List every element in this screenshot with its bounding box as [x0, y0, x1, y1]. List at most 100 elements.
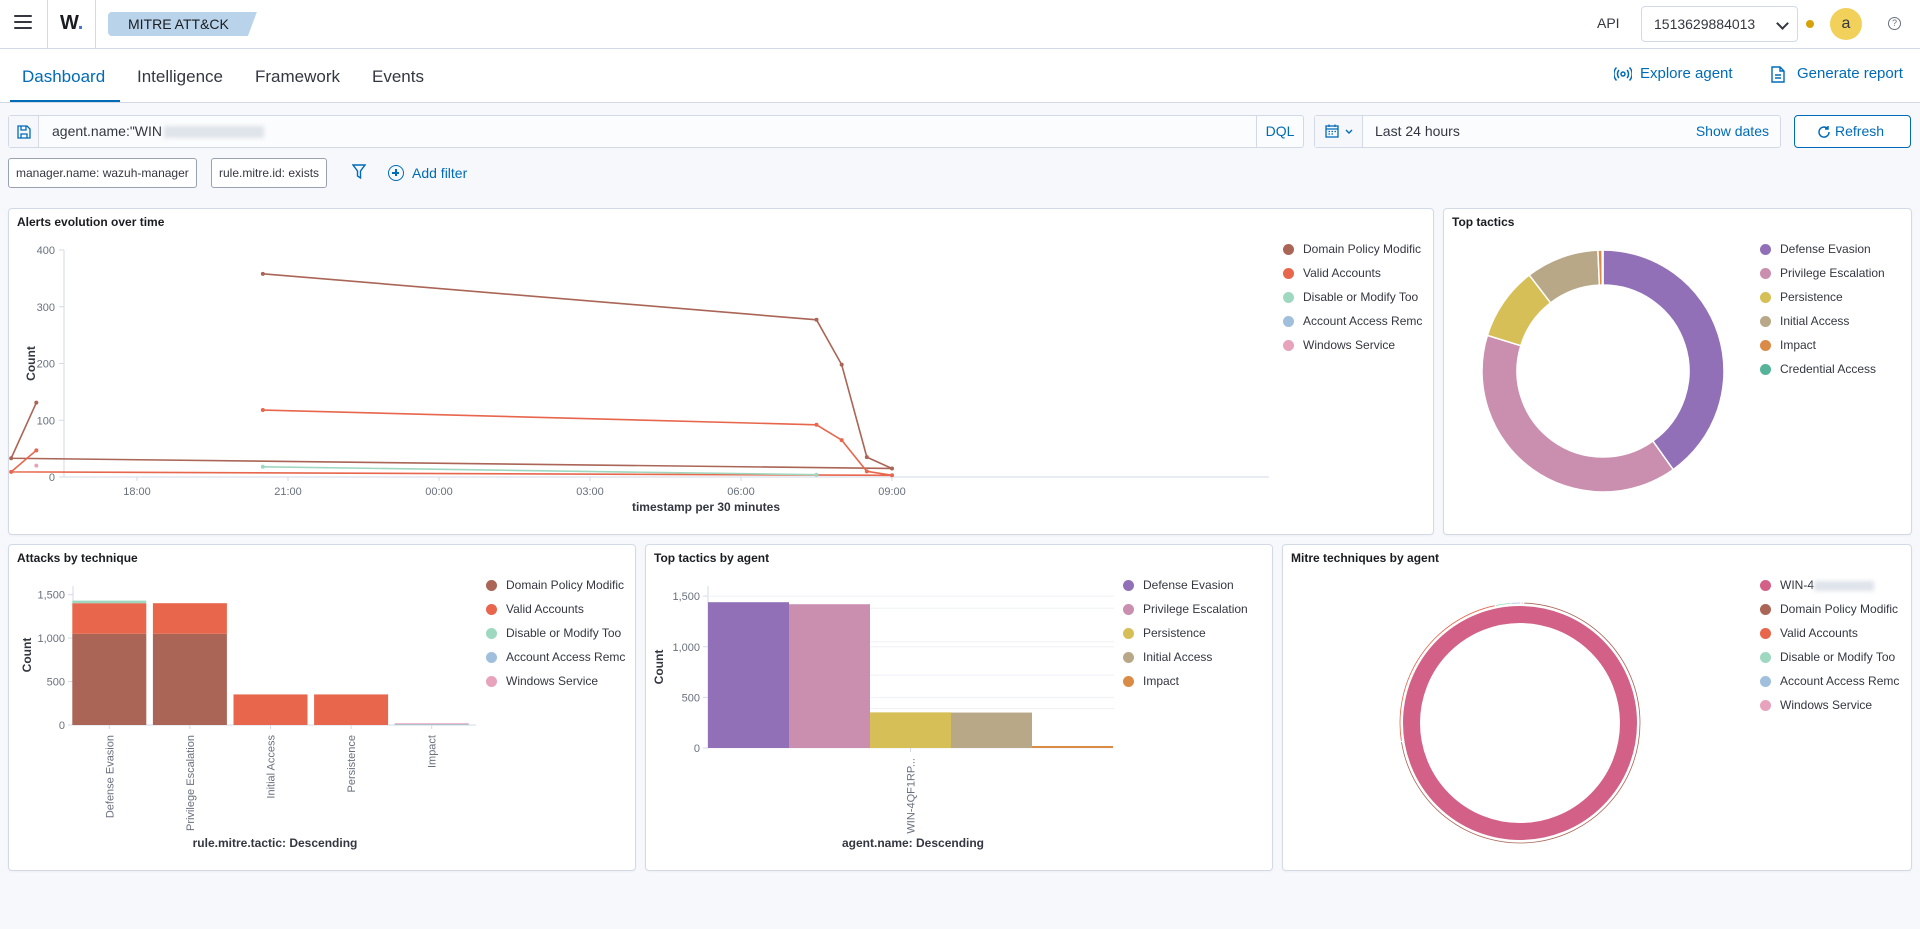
legend-item[interactable]: Credential Access	[1760, 362, 1910, 386]
legend-item[interactable]: WIN-4	[1760, 578, 1910, 602]
donut-slice	[1602, 249, 1725, 471]
data-point	[839, 362, 844, 367]
search-bar[interactable]: agent.name:"WIN DQL	[8, 115, 1304, 148]
user-avatar[interactable]: a	[1830, 8, 1862, 40]
menu-icon[interactable]	[14, 15, 32, 29]
legend-item[interactable]: Account Access Remc	[486, 650, 636, 674]
legend-item[interactable]: Valid Accounts	[486, 602, 636, 626]
time-range-label[interactable]: Last 24 hours	[1375, 123, 1460, 139]
legend-item[interactable]: Initial Access	[1760, 314, 1910, 338]
tab-intelligence[interactable]: Intelligence	[137, 67, 224, 86]
header-divider	[95, 0, 96, 49]
inner-ring-slice	[1403, 606, 1637, 840]
data-point	[34, 448, 39, 453]
data-point	[34, 463, 39, 468]
legend-item[interactable]: Disable or Modify Too	[1283, 290, 1433, 314]
technique-slice	[1520, 601, 1525, 605]
legend-item[interactable]: Account Access Remc	[1760, 674, 1910, 698]
app-title-breadcrumb[interactable]: MITRE ATT&CK	[108, 12, 257, 36]
legend-label: Valid Accounts	[506, 602, 584, 616]
y-tick-label: 0	[694, 743, 700, 755]
x-axis-title: timestamp per 30 minutes	[632, 500, 780, 514]
legend-item[interactable]: Disable or Modify Too	[1760, 650, 1910, 674]
legend-item[interactable]: Defense Evasion	[1760, 242, 1910, 266]
legend-label: Credential Access	[1780, 362, 1877, 376]
legend-item[interactable]: Defense Evasion	[1123, 578, 1273, 602]
legend-item[interactable]: Initial Access	[1123, 650, 1273, 674]
legend-item[interactable]: Disable or Modify Too	[486, 626, 636, 650]
legend-label: Valid Accounts	[1303, 266, 1381, 280]
legend-item[interactable]: Impact	[1760, 338, 1910, 362]
legend-swatch	[1123, 676, 1134, 687]
data-point	[814, 317, 819, 322]
dql-toggle[interactable]: DQL	[1256, 116, 1303, 147]
legend-item[interactable]: Domain Policy Modific	[1760, 602, 1910, 626]
legend-swatch	[1760, 340, 1771, 351]
legend-label: Disable or Modify Too	[506, 626, 622, 640]
technique-slice	[1494, 601, 1512, 608]
legend-swatch	[1760, 244, 1771, 255]
data-point	[839, 438, 844, 443]
data-point	[260, 464, 265, 469]
legend-item[interactable]: Windows Service	[1283, 338, 1433, 362]
redacted-text	[1814, 580, 1874, 591]
tab-events[interactable]: Events	[372, 67, 424, 86]
legend-item[interactable]: Persistence	[1760, 290, 1910, 314]
tab-framework[interactable]: Framework	[255, 67, 341, 86]
bar-segment	[152, 603, 227, 634]
data-point	[814, 472, 819, 477]
legend-label: Initial Access	[1780, 314, 1850, 328]
legend-item[interactable]: Privilege Escalation	[1760, 266, 1910, 290]
legend-item[interactable]: Account Access Remc	[1283, 314, 1433, 338]
explore-agent-button[interactable]: Explore agent	[1614, 65, 1733, 82]
legend-swatch	[1283, 340, 1294, 351]
legend-label: Account Access Remc	[506, 650, 626, 664]
chart-legend: WIN-4 Domain Policy Modific Valid Accoun…	[1760, 578, 1910, 722]
legend-item[interactable]: Valid Accounts	[1760, 626, 1910, 650]
tab-dashboard[interactable]: Dashboard	[22, 67, 106, 86]
search-query-text: agent.name:"WIN	[52, 123, 163, 139]
filter-icon[interactable]	[352, 164, 366, 180]
mitre-techniques-donut	[1398, 601, 1642, 845]
legend-swatch	[1123, 580, 1134, 591]
y-tick-label: 1,000	[672, 642, 700, 654]
legend-label: Windows Service	[1303, 338, 1396, 352]
legend-item[interactable]: Valid Accounts	[1283, 266, 1433, 290]
legend-swatch	[486, 652, 497, 663]
saved-queries-button[interactable]	[9, 116, 39, 147]
legend-item[interactable]: Domain Policy Modific	[1283, 242, 1433, 266]
app-logo[interactable]: W.	[60, 12, 83, 35]
legend-swatch	[1760, 628, 1771, 639]
legend-item[interactable]: Impact	[1123, 674, 1273, 698]
api-link[interactable]: API	[1597, 15, 1620, 31]
legend-label: Windows Service	[506, 674, 599, 688]
legend-item[interactable]: Domain Policy Modific	[486, 578, 636, 602]
search-input[interactable]: agent.name:"WIN	[52, 123, 265, 139]
refresh-button[interactable]: Refresh	[1794, 115, 1911, 148]
api-selected-value: 1513629884013	[1654, 16, 1756, 32]
bar-segment	[233, 694, 308, 725]
help-icon[interactable]: ?	[1888, 17, 1901, 30]
legend-item[interactable]: Privilege Escalation	[1123, 602, 1273, 626]
filter-pill[interactable]: rule.mitre.id: exists	[211, 158, 328, 188]
y-tick-label: 500	[682, 692, 700, 704]
legend-item[interactable]: Windows Service	[1760, 698, 1910, 722]
redacted-text	[164, 126, 265, 139]
legend-label: Impact	[1143, 674, 1180, 688]
quick-select-button[interactable]	[1315, 116, 1363, 147]
legend-label: Account Access Remc	[1780, 674, 1900, 688]
attacks-by-technique-panel: Attacks by technique 0 500 1,000 1,500 Defen…	[8, 544, 636, 871]
bar-segment	[72, 603, 147, 634]
date-picker[interactable]: Last 24 hours Show dates	[1314, 115, 1781, 148]
add-filter-button[interactable]: Add filter	[412, 165, 468, 181]
legend-item[interactable]: Persistence	[1123, 626, 1273, 650]
show-dates-link[interactable]: Show dates	[1695, 123, 1769, 139]
alerts-evolution-panel: Alerts evolution over time 0 100 200 300 400…	[8, 208, 1434, 535]
bar-segment	[72, 633, 147, 725]
legend-item[interactable]: Windows Service	[486, 674, 636, 698]
document-icon	[1771, 66, 1785, 83]
chart-legend: Defense Evasion Privilege Escalation Per…	[1760, 242, 1910, 386]
generate-report-button[interactable]: Generate report	[1771, 65, 1903, 83]
api-selector[interactable]: 1513629884013	[1641, 6, 1798, 42]
filter-pill[interactable]: manager.name: wazuh-manager	[8, 158, 197, 188]
